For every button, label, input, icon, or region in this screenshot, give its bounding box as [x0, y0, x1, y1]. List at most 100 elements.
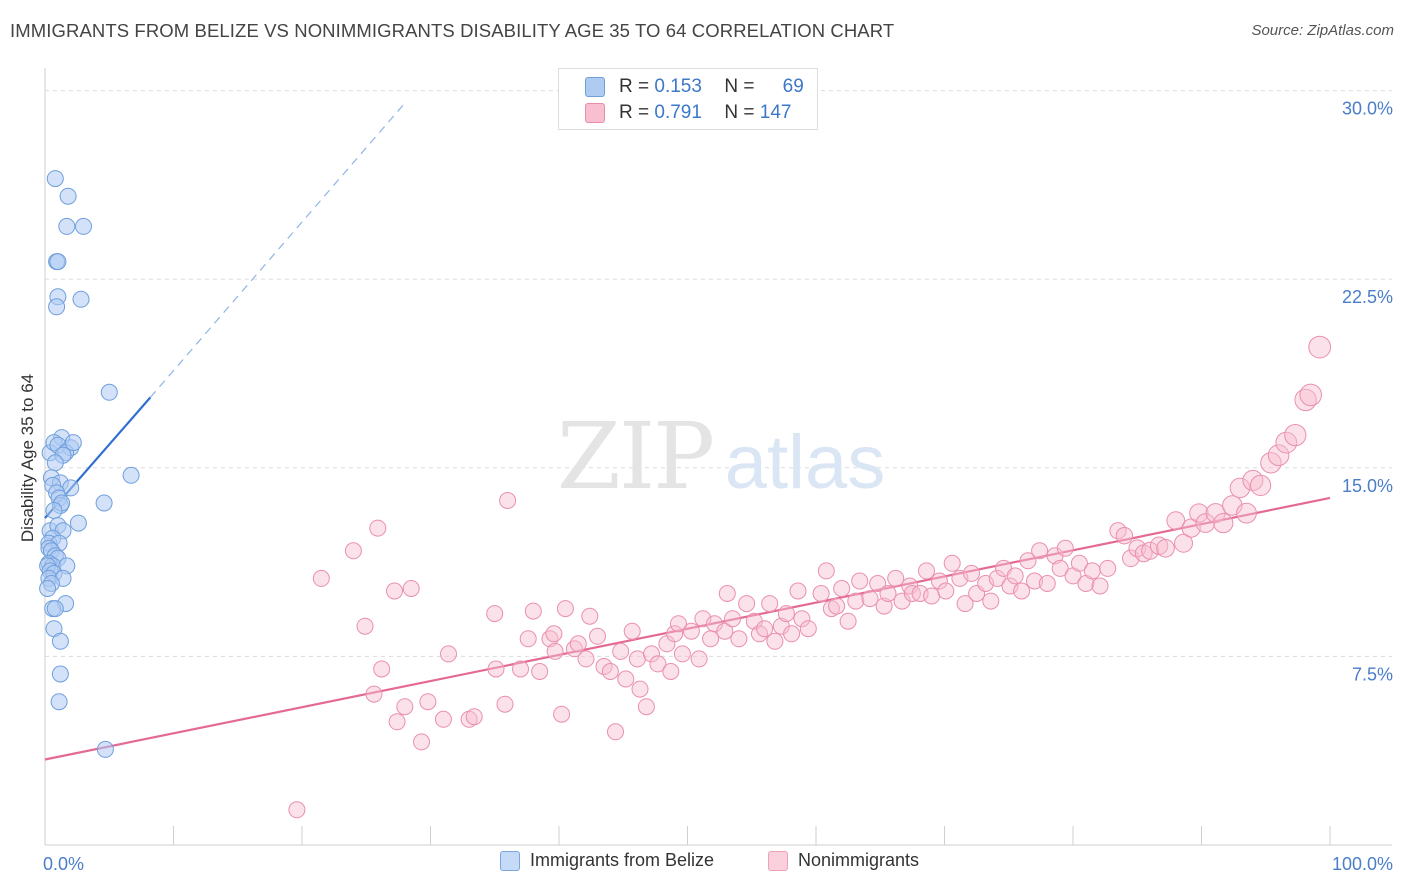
point-nonimmigrants — [923, 587, 941, 605]
point-nonimmigrants — [637, 698, 655, 716]
point-nonimmigrants — [1205, 503, 1226, 524]
point-nonimmigrants — [817, 562, 835, 580]
axes — [44, 68, 1392, 846]
point-nonimmigrants — [356, 617, 374, 635]
point-belize — [72, 290, 90, 308]
point-nonimmigrants — [879, 585, 897, 602]
trend-line-belize-extension — [149, 102, 406, 398]
y-tick-label: 7.5% — [1352, 664, 1393, 684]
point-nonimmigrants — [812, 585, 830, 602]
watermark-atlas: atlas — [725, 420, 886, 505]
point-belize — [75, 217, 92, 235]
point-belize — [51, 632, 69, 650]
legend-item-nonimmigrants: Nonimmigrants — [768, 850, 919, 871]
point-nonimmigrants — [982, 592, 1000, 610]
point-nonimmigrants — [623, 622, 641, 640]
point-nonimmigrants — [851, 572, 869, 590]
x-tick-label: 100.0% — [1332, 854, 1393, 874]
point-belize — [51, 665, 69, 683]
point-nonimmigrants — [1299, 383, 1322, 407]
point-belize — [69, 514, 87, 532]
point-nonimmigrants — [1026, 572, 1043, 590]
legend-swatch-nonimmigrants — [768, 850, 788, 871]
legend-row-nonimmigrants: R = 0.791 N = 147 — [585, 101, 804, 125]
point-nonimmigrants — [761, 595, 779, 613]
point-nonimmigrants — [1189, 503, 1209, 523]
point-belize — [46, 454, 64, 472]
y-axis-label: Disability Age 35 to 64 — [18, 374, 37, 542]
point-nonimmigrants — [875, 597, 893, 615]
point-nonimmigrants — [662, 663, 680, 680]
point-nonimmigrants — [756, 620, 774, 638]
point-nonimmigrants — [766, 632, 784, 650]
watermark: ZIP atlas — [557, 403, 885, 510]
point-nonimmigrants — [531, 663, 549, 680]
point-nonimmigrants — [546, 642, 564, 660]
point-nonimmigrants — [396, 698, 414, 716]
point-nonimmigrants — [1083, 562, 1101, 580]
point-nonimmigrants — [649, 655, 667, 673]
point-nonimmigrants — [487, 660, 505, 678]
point-nonimmigrants — [1115, 527, 1134, 545]
point-belize — [48, 298, 66, 316]
point-nonimmigrants — [751, 625, 768, 643]
y-tick-label: 22.5% — [1342, 287, 1393, 307]
legend-n-value-nonimmigrants: 147 — [759, 102, 792, 123]
point-nonimmigrants — [1019, 552, 1037, 570]
point-nonimmigrants — [682, 622, 700, 640]
series-legend: Immigrants from Belize Nonimmigrants — [0, 850, 1406, 880]
point-nonimmigrants — [943, 554, 961, 572]
point-nonimmigrants — [1308, 335, 1332, 359]
tick-labels: 7.5% 15.0% 22.5% 30.0% 0.0% 100.0% — [43, 99, 1393, 874]
point-nonimmigrants — [730, 630, 748, 648]
legend-row-belize: R = 0.153 N = 69 — [585, 75, 804, 99]
point-nonimmigrants — [569, 635, 587, 653]
point-nonimmigrants — [956, 595, 974, 613]
point-nonimmigrants — [512, 660, 529, 678]
legend-swatch-belize — [500, 850, 520, 871]
point-nonimmigrants — [312, 569, 330, 587]
point-nonimmigrants — [545, 625, 563, 643]
point-nonimmigrants — [1031, 542, 1049, 560]
point-nonimmigrants — [1229, 477, 1251, 499]
point-nonimmigrants — [783, 625, 801, 643]
point-nonimmigrants — [589, 627, 606, 645]
point-nonimmigrants — [440, 645, 457, 663]
point-nonimmigrants — [344, 542, 362, 560]
point-belize — [95, 494, 113, 512]
legend-n-value-belize: 69 — [782, 76, 804, 97]
point-nonimmigrants — [1166, 511, 1186, 530]
point-nonimmigrants — [1213, 513, 1234, 534]
point-belize — [100, 383, 118, 401]
point-nonimmigrants — [1051, 559, 1069, 577]
point-nonimmigrants — [1006, 567, 1024, 585]
point-nonimmigrants — [628, 650, 646, 668]
point-nonimmigrants — [738, 595, 756, 613]
point-belize — [58, 217, 76, 235]
point-belize — [122, 466, 140, 484]
chart-title: IMMIGRANTS FROM BELIZE VS NONIMMIGRANTS … — [10, 20, 895, 41]
point-nonimmigrants — [499, 492, 517, 509]
x-tick-label: 0.0% — [43, 854, 84, 874]
point-nonimmigrants — [373, 660, 391, 678]
point-nonimmigrants — [718, 585, 736, 602]
point-nonimmigrants — [1070, 554, 1088, 572]
point-nonimmigrants — [434, 710, 452, 728]
point-nonimmigrants — [460, 710, 478, 728]
point-nonimmigrants — [1250, 474, 1272, 496]
point-belize — [50, 693, 68, 711]
legend-swatch-nonimmigrants — [585, 103, 605, 123]
point-belize — [64, 434, 82, 452]
point-nonimmigrants — [386, 582, 403, 600]
point-nonimmigrants — [1056, 539, 1074, 557]
point-nonimmigrants — [789, 582, 807, 600]
point-nonimmigrants — [716, 622, 734, 640]
point-nonimmigrants — [581, 607, 599, 625]
point-nonimmigrants — [288, 801, 306, 819]
point-nonimmigrants — [1013, 582, 1031, 600]
legend-swatch-belize — [585, 77, 605, 97]
point-nonimmigrants — [793, 610, 811, 628]
watermark-zip: ZIP — [557, 403, 713, 510]
point-nonimmigrants — [1236, 502, 1257, 524]
point-nonimmigrants — [1195, 513, 1216, 533]
